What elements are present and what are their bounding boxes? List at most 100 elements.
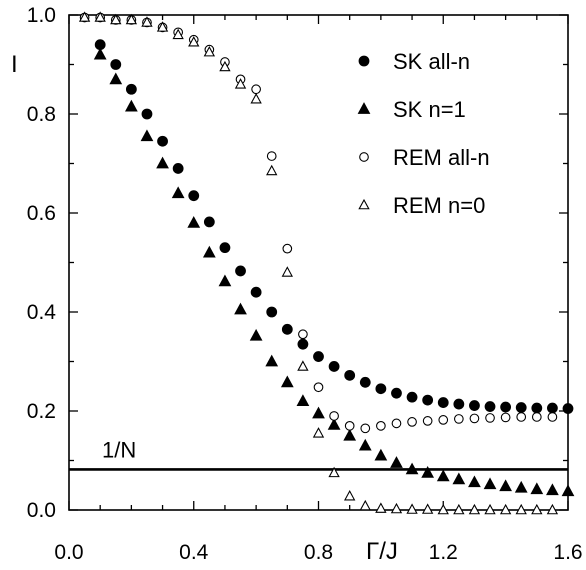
data-point: [500, 412, 511, 423]
data-point: [390, 456, 403, 468]
data-point: [266, 151, 277, 161]
data-point: [296, 394, 310, 407]
data-point: [187, 216, 201, 228]
data-point: [250, 92, 262, 104]
data-point: [407, 417, 417, 427]
data-point: [251, 84, 261, 95]
x-tick-label: 0.8: [304, 541, 333, 564]
data-point: [406, 391, 418, 403]
data-point: [125, 83, 137, 95]
series-3: [78, 11, 559, 515]
data-point: [374, 448, 388, 461]
data-point: [468, 475, 481, 488]
data-point: [282, 243, 293, 254]
data-point: [125, 13, 138, 25]
data-point: [516, 412, 527, 422]
data-point: [109, 72, 123, 85]
data-point: [358, 438, 372, 451]
series-1: [93, 47, 575, 497]
data-point: [422, 416, 433, 426]
legend-label: REM n=0: [393, 193, 485, 218]
data-point: [172, 163, 184, 174]
y-tick-label: 1.0: [27, 4, 56, 27]
axis-ticks: 0.0 0.4 0.8 1.2 1.6 0.0 0.2 0.4 0.6 0.8 1.0: [27, 4, 583, 564]
data-point: [203, 216, 215, 228]
data-point: [313, 382, 324, 393]
reference-line-label: 1/N: [102, 437, 136, 462]
data-point: [93, 47, 107, 60]
data-point: [203, 45, 216, 57]
data-point: [312, 427, 325, 438]
data-point: [313, 351, 324, 362]
legend-label: SK n=1: [393, 97, 466, 122]
data-point: [344, 421, 355, 431]
data-point: [110, 59, 122, 70]
data-point: [360, 423, 371, 434]
data-point: [280, 375, 294, 388]
data-point: [531, 503, 543, 515]
data-point: [266, 306, 278, 318]
data-point: [328, 466, 340, 478]
data-point: [484, 503, 496, 515]
legend: SK all-n SK n=1 REM all-n REM n=0: [357, 49, 490, 218]
data-point: [485, 413, 495, 423]
data-point: [469, 413, 480, 424]
y-tick-label: 0.0: [27, 499, 56, 522]
x-axis-title: Γ/J: [366, 538, 398, 565]
data-point: [531, 402, 543, 414]
data-point: [327, 418, 341, 430]
data-point: [219, 242, 231, 254]
data-point: [391, 418, 402, 429]
data-point: [156, 156, 169, 169]
data-point: [343, 428, 357, 441]
data-point: [546, 483, 559, 496]
data-point: [547, 402, 558, 414]
data-point: [266, 164, 278, 176]
data-point: [312, 406, 325, 419]
data-point: [281, 266, 293, 277]
data-points: [78, 11, 575, 515]
legend-marker: [357, 102, 371, 114]
legend-marker: [358, 55, 370, 67]
data-point: [218, 274, 232, 287]
data-point: [265, 354, 279, 367]
data-point: [344, 369, 356, 381]
data-point: [250, 286, 262, 298]
data-point: [140, 129, 154, 142]
y-axis-title: I: [11, 51, 18, 78]
data-point: [298, 329, 308, 340]
data-point: [406, 503, 418, 514]
data-point: [171, 186, 185, 199]
x-tick-label: 0.4: [179, 541, 209, 564]
data-point: [141, 108, 153, 120]
data-point: [484, 401, 496, 412]
data-point: [469, 400, 480, 411]
data-point: [375, 383, 387, 395]
data-point: [421, 503, 434, 514]
data-point: [235, 265, 246, 277]
data-point: [453, 503, 465, 515]
data-point: [157, 135, 168, 147]
data-point: [78, 11, 91, 22]
legend-label: REM all-n: [393, 145, 490, 170]
data-point: [249, 328, 263, 341]
data-point: [468, 503, 481, 515]
data-point: [405, 462, 419, 475]
data-point: [281, 323, 293, 335]
data-point: [561, 484, 575, 497]
data-point: [188, 190, 200, 202]
axis-labels: I Γ/J: [11, 51, 398, 565]
data-point: [500, 401, 512, 413]
y-tick-label: 0.8: [27, 103, 56, 126]
data-point: [546, 503, 559, 515]
data-point: [94, 11, 106, 22]
data-point: [234, 78, 247, 89]
data-point: [376, 421, 386, 431]
data-point: [156, 21, 169, 32]
y-tick-label: 0.6: [27, 202, 56, 225]
data-point: [188, 36, 200, 47]
data-point: [437, 503, 449, 515]
y-tick-label: 0.2: [27, 400, 56, 423]
data-point: [422, 394, 434, 406]
x-tick-label: 0.0: [54, 541, 83, 564]
